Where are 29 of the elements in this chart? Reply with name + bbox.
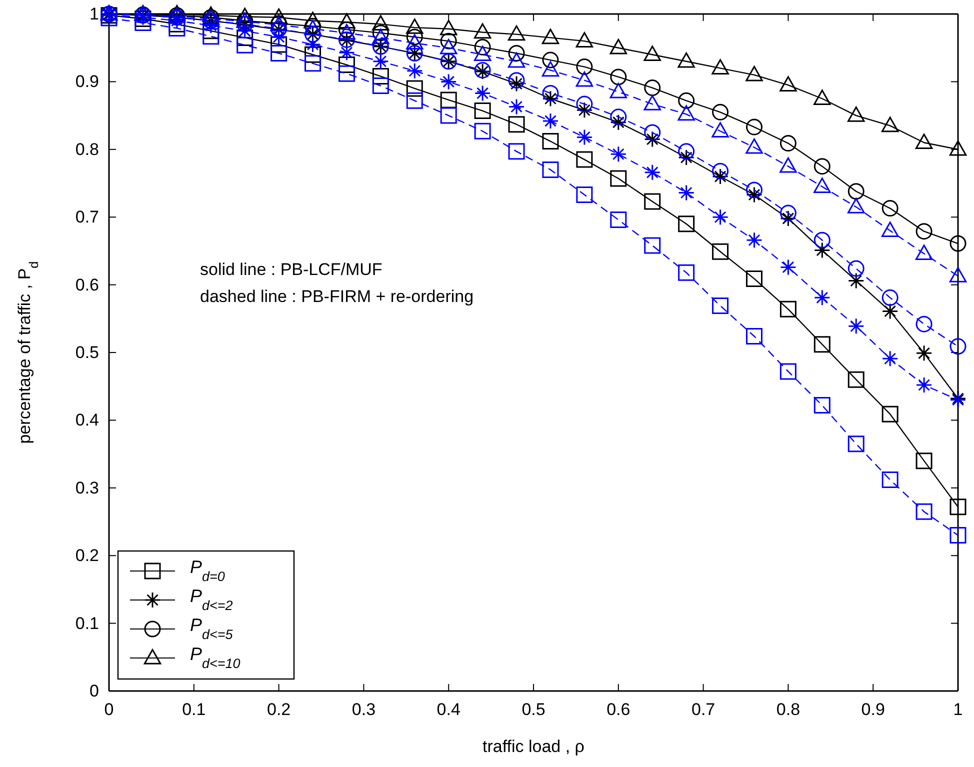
x-tick-label: 0.4 <box>436 700 460 720</box>
legend-label: P$_{d<=5}$ <box>190 615 234 642</box>
x-tick-label: 1 <box>953 700 963 720</box>
annotation: dashed line : PB-FIRM + re-ordering <box>200 287 474 306</box>
x-axis-title: traffic load , ρ <box>482 737 584 756</box>
y-tick-label: 0.1 <box>75 614 99 633</box>
y-tick-label: 0.2 <box>75 546 99 566</box>
x-tick-label: 0.3 <box>352 700 376 720</box>
x-tick-label: 0.8 <box>776 700 800 720</box>
y-tick-label: 0.4 <box>75 410 99 430</box>
x-tick-label: 0 <box>104 700 114 720</box>
y-tick-label: 0.7 <box>75 208 99 227</box>
x-tick-label: 0.9 <box>861 700 885 720</box>
x-tick-label: 0.2 <box>266 700 291 720</box>
y-tick-label: 0.3 <box>75 478 99 498</box>
y-tick-label: 0 <box>90 681 99 700</box>
y-tick-label: 1 <box>90 4 99 24</box>
x-tick-label: 0.6 <box>606 700 630 720</box>
y-tick-label: 0.9 <box>75 72 99 92</box>
legend-label: P$_{d<=10}$ <box>190 644 241 670</box>
x-tick-label: 0.7 <box>691 700 716 720</box>
x-tick-label: 0.5 <box>522 700 546 720</box>
annotation: solid line : PB-LCF/MUF <box>200 260 382 279</box>
y-tick-label: 0.5 <box>75 342 99 362</box>
legend-label: P$_{d=0}$ <box>190 557 226 584</box>
x-tick-label: 0.1 <box>182 700 206 720</box>
y-tick-label: 0.8 <box>75 140 99 159</box>
y-tick-label: 0.6 <box>75 275 99 294</box>
legend-label: P$_{d<=2}$ <box>190 586 234 612</box>
